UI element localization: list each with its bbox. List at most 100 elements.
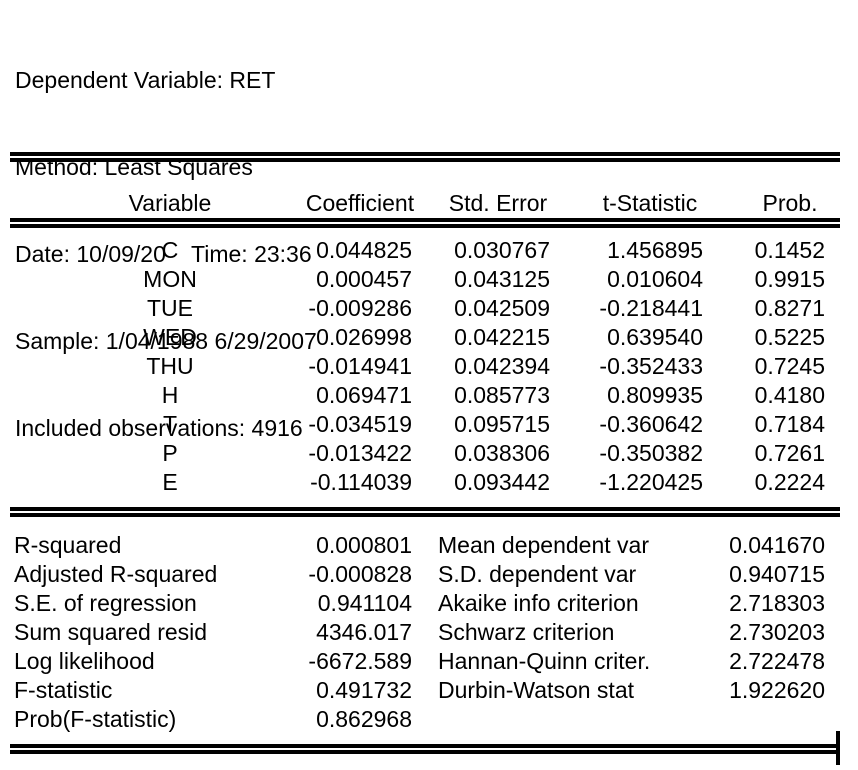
top-double-rule — [10, 152, 840, 162]
variable-cell: P — [162, 440, 178, 466]
right-border-tick — [836, 731, 840, 765]
summary-row: Prob(F-statistic) 0.862968 — [0, 705, 858, 734]
table-row: MON 0.000457 0.043125 0.010604 0.9915 — [0, 265, 858, 294]
prob-cell: 0.1452 — [754, 237, 825, 263]
stat-value: 0.862968 — [316, 706, 412, 732]
std-error-cell: 0.038306 — [454, 440, 550, 466]
t-statistic-cell: -0.350382 — [599, 440, 703, 466]
variable-cell: THU — [146, 353, 194, 379]
stat-value: 0.940715 — [729, 561, 825, 587]
std-error-cell: 0.042215 — [454, 324, 550, 350]
column-header-prob: Prob. — [762, 190, 818, 216]
table-row: E -0.114039 0.093442 -1.220425 0.2224 — [0, 468, 858, 497]
variable-cell: C — [161, 237, 179, 263]
table-row: T -0.034519 0.095715 -0.360642 0.7184 — [0, 410, 858, 439]
prob-cell: 0.7261 — [754, 440, 825, 466]
stat-value: -6672.589 — [308, 648, 412, 674]
summary-row: F-statistic 0.491732 Durbin-Watson stat … — [0, 676, 858, 705]
stat-value: 0.941104 — [317, 590, 412, 616]
variable-cell: E — [162, 469, 178, 495]
coefficient-cell: 0.026998 — [316, 324, 412, 350]
coefficient-cell: 0.069471 — [316, 382, 412, 408]
coefficient-cell: -0.014941 — [308, 353, 412, 379]
stat-value: 0.000801 — [316, 532, 412, 558]
stat-label: S.E. of regression — [14, 590, 197, 616]
summary-row: Adjusted R-squared -0.000828 S.D. depend… — [0, 560, 858, 589]
dependent-variable-line: Dependent Variable: RET — [15, 67, 276, 93]
variable-cell: TUE — [147, 295, 193, 321]
coefficient-cell: -0.034519 — [308, 411, 412, 437]
std-error-cell: 0.042509 — [454, 295, 550, 321]
t-statistic-cell: -0.352433 — [599, 353, 703, 379]
stat-value: 2.718303 — [729, 590, 825, 616]
header-double-rule — [10, 218, 840, 228]
variable-cell: T — [162, 411, 178, 437]
stat-label: Log likelihood — [14, 648, 155, 674]
stat-label: Durbin-Watson stat — [438, 677, 634, 703]
std-error-cell: 0.095715 — [454, 411, 550, 437]
stat-label: F-statistic — [14, 677, 113, 703]
coefficient-cell: 0.044825 — [316, 237, 412, 263]
std-error-cell: 0.043125 — [454, 266, 550, 292]
prob-cell: 0.4180 — [754, 382, 825, 408]
column-header-std-error: Std. Error — [448, 190, 548, 216]
summary-row: R-squared 0.000801 Mean dependent var 0.… — [0, 531, 858, 560]
stat-value: 1.922620 — [729, 677, 825, 703]
stat-label: R-squared — [14, 532, 122, 558]
bottom-double-rule — [10, 744, 840, 754]
t-statistic-cell: 0.010604 — [607, 266, 703, 292]
prob-cell: 0.7245 — [754, 353, 825, 379]
t-statistic-cell: -0.360642 — [599, 411, 703, 437]
std-error-cell: 0.085773 — [454, 382, 550, 408]
table-row: C 0.044825 0.030767 1.456895 0.1452 — [0, 236, 858, 265]
variable-cell: WED — [143, 324, 197, 350]
table-row: THU -0.014941 0.042394 -0.352433 0.7245 — [0, 352, 858, 381]
variable-cell: H — [161, 382, 179, 408]
prob-cell: 0.9915 — [754, 266, 825, 292]
stat-value: -0.000828 — [308, 561, 412, 587]
stat-value: 2.722478 — [729, 648, 825, 674]
table-row: TUE -0.009286 0.042509 -0.218441 0.8271 — [0, 294, 858, 323]
stat-label: Schwarz criterion — [438, 619, 615, 645]
std-error-cell: 0.030767 — [454, 237, 550, 263]
t-statistic-cell: -1.220425 — [599, 469, 703, 495]
stat-label: S.D. dependent var — [438, 561, 637, 587]
stat-value: 0.491732 — [316, 677, 412, 703]
stat-value: 4346.017 — [316, 619, 412, 645]
std-error-cell: 0.042394 — [454, 353, 550, 379]
t-statistic-cell: 0.809935 — [607, 382, 703, 408]
stat-label: Prob(F-statistic) — [14, 706, 177, 732]
section-double-rule — [10, 507, 840, 517]
table-row: H 0.069471 0.085773 0.809935 0.4180 — [0, 381, 858, 410]
table-row: WED 0.026998 0.042215 0.639540 0.5225 — [0, 323, 858, 352]
stat-label: Mean dependent var — [438, 532, 649, 558]
column-header-coefficient: Coefficient — [305, 190, 415, 216]
sample-line: Sample: 1/04/1988 6/29/2007 — [15, 328, 317, 354]
prob-cell: 0.8271 — [754, 295, 825, 321]
coefficient-cell: -0.114039 — [310, 469, 412, 495]
prob-cell: 0.2224 — [754, 469, 825, 495]
t-statistic-cell: -0.218441 — [599, 295, 703, 321]
column-header-variable: Variable — [128, 190, 212, 216]
stat-label: Akaike info criterion — [438, 590, 639, 616]
t-statistic-cell: 1.456895 — [607, 237, 703, 263]
stat-label: Sum squared resid — [14, 619, 208, 645]
variable-cell: MON — [143, 266, 197, 292]
column-header-t-statistic: t-Statistic — [602, 190, 698, 216]
stat-value: 2.730203 — [729, 619, 825, 645]
std-error-cell: 0.093442 — [454, 469, 550, 495]
date-time-line: Date: 10/09/20 Time: 23:36 — [15, 241, 312, 267]
summary-row: Sum squared resid 4346.017 Schwarz crite… — [0, 618, 858, 647]
summary-row: S.E. of regression 0.941104 Akaike info … — [0, 589, 858, 618]
table-row: P -0.013422 0.038306 -0.350382 0.7261 — [0, 439, 858, 468]
prob-cell: 0.7184 — [754, 411, 825, 437]
column-header-row: Variable Coefficient Std. Error t-Statis… — [0, 188, 858, 218]
stat-label: Hannan-Quinn criter. — [438, 648, 651, 674]
stat-label: Adjusted R-squared — [14, 561, 218, 587]
coefficient-cell: 0.000457 — [316, 266, 412, 292]
prob-cell: 0.5225 — [754, 324, 825, 350]
coefficient-cell: -0.013422 — [308, 440, 412, 466]
coefficient-cell: -0.009286 — [308, 295, 412, 321]
summary-row: Log likelihood -6672.589 Hannan-Quinn cr… — [0, 647, 858, 676]
